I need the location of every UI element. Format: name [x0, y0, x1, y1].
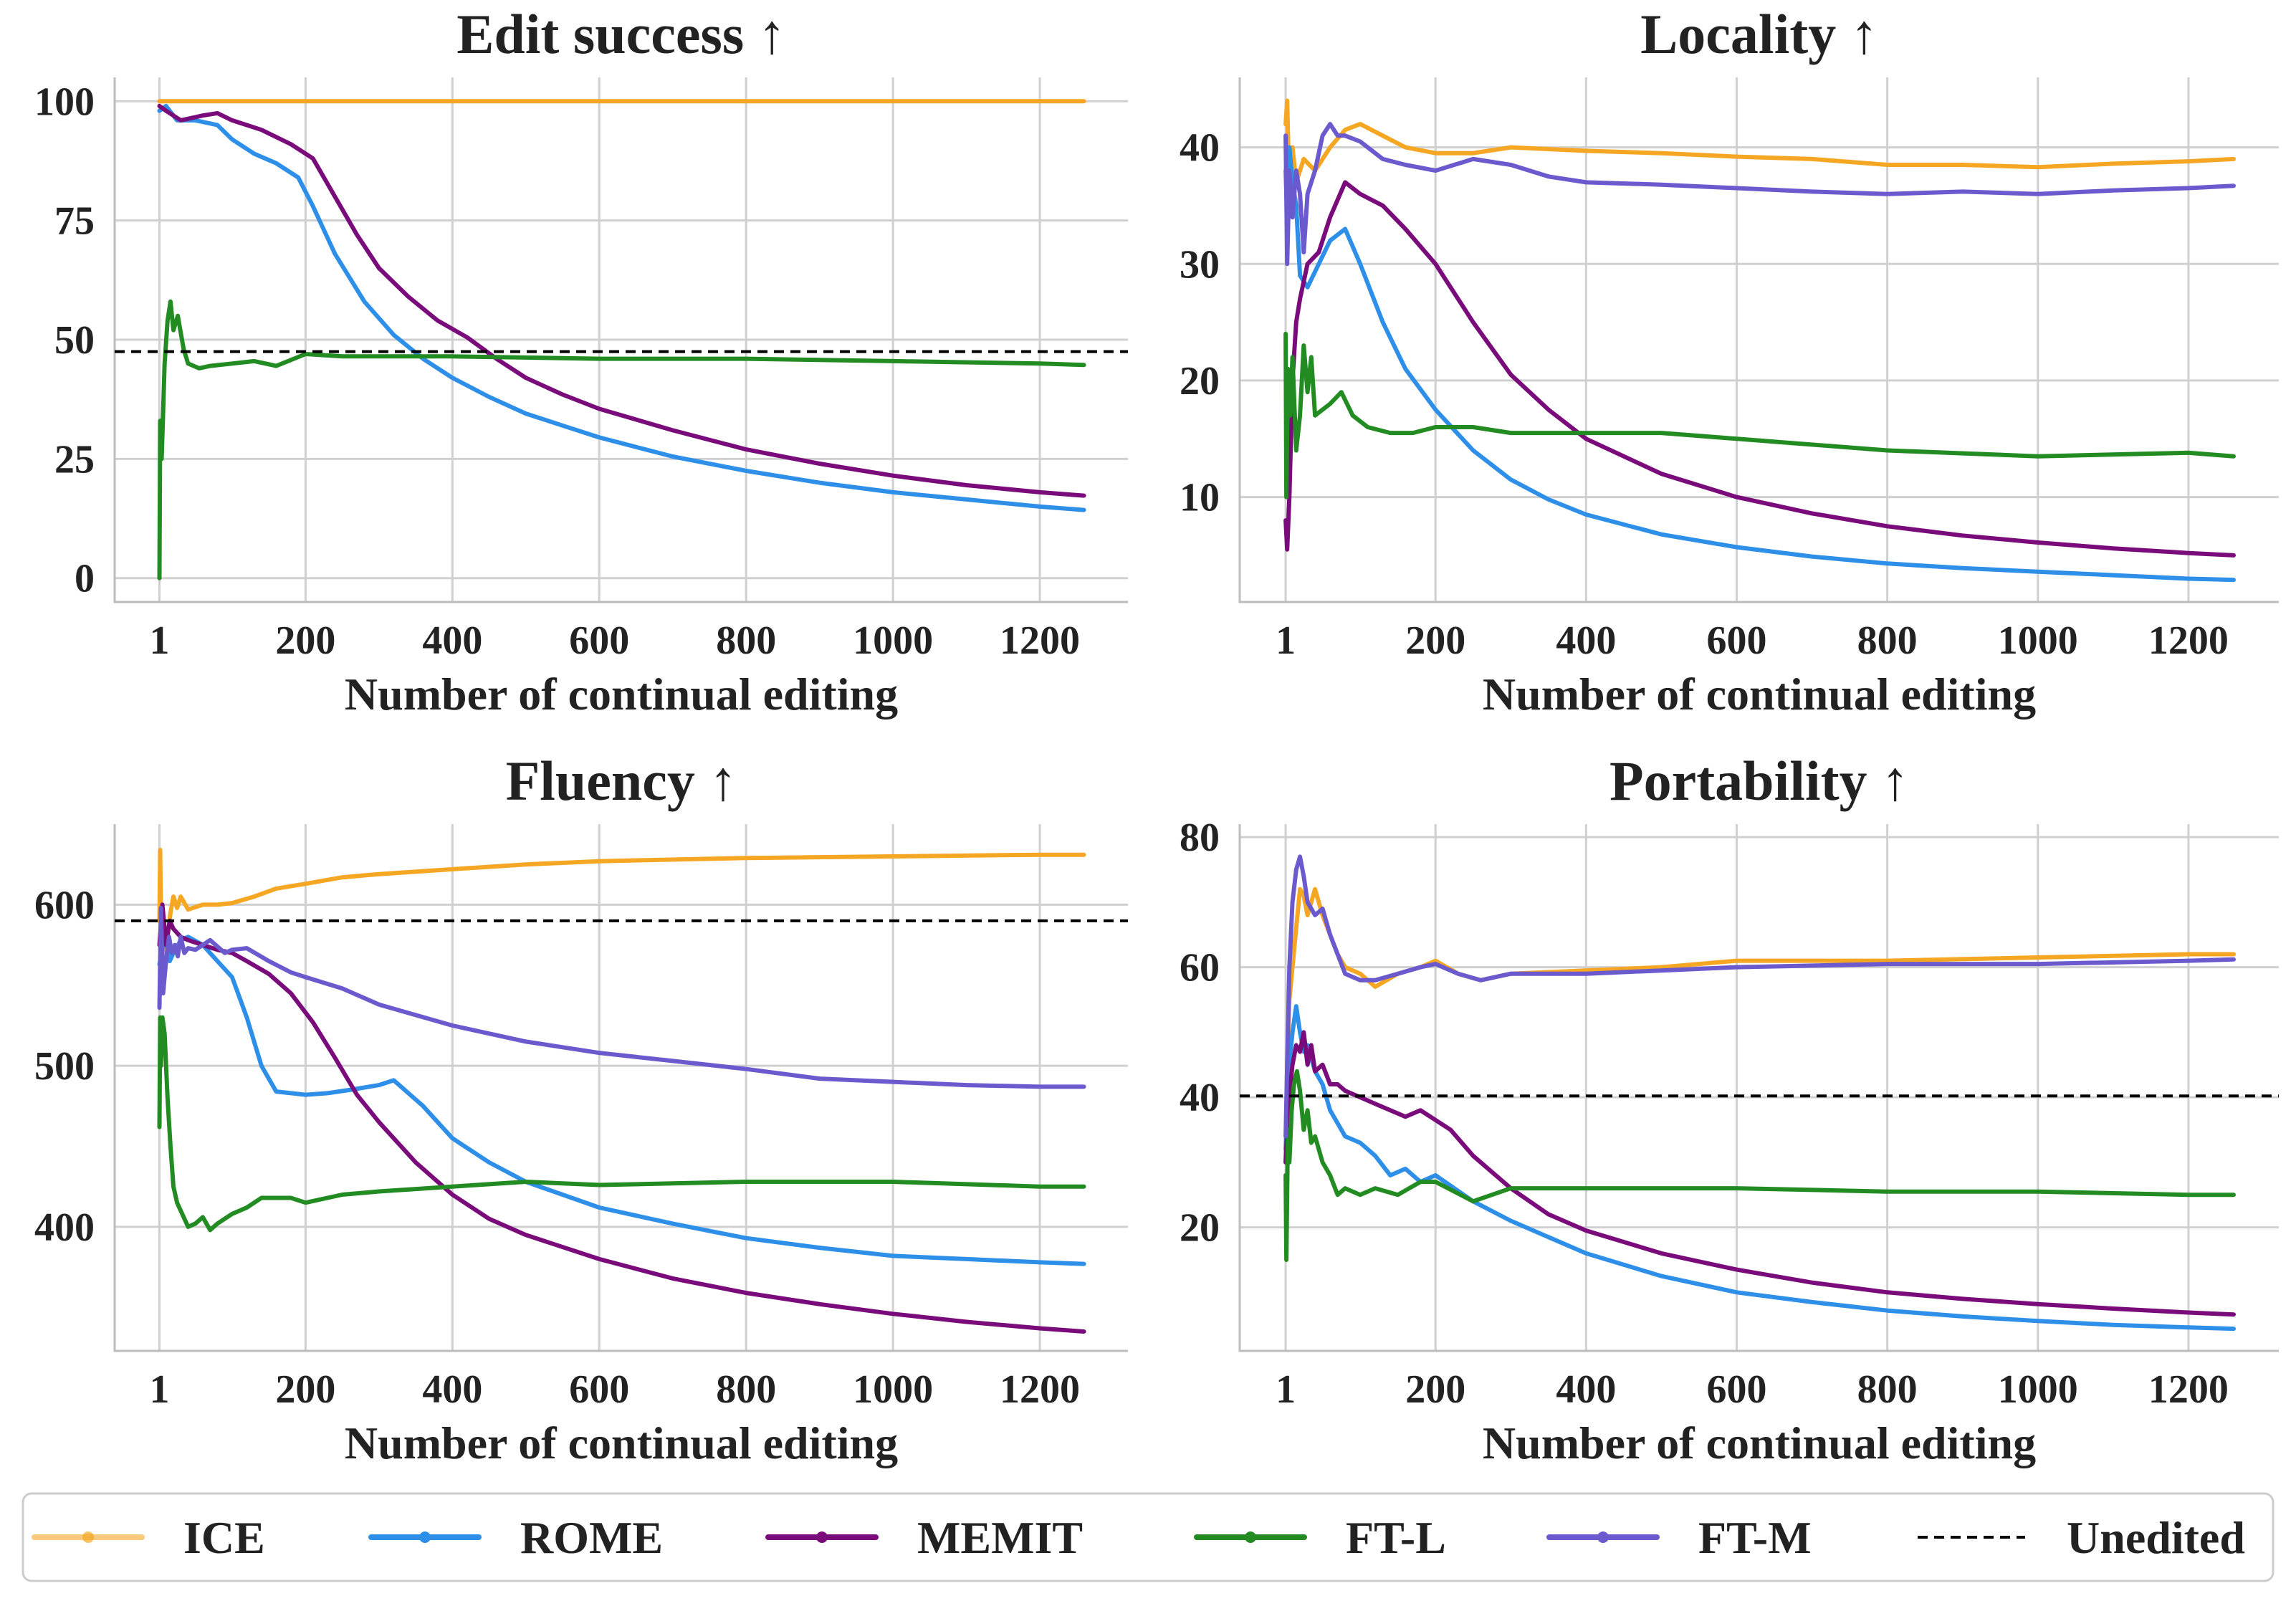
series-line-ft-m	[1283, 854, 2236, 1139]
x-tick-label: 400	[422, 618, 482, 663]
x-tick-label: 1200	[2148, 1367, 2229, 1412]
series-line-rome	[157, 103, 1086, 512]
y-tick-label: 10	[1180, 476, 1220, 520]
legend-label: FT-M	[1698, 1512, 1812, 1563]
x-tick-label: 400	[1556, 618, 1616, 663]
panel-portability: 1 200 400 600 800 1000 120020406080Portability…	[1180, 750, 2279, 1468]
x-tick-label: 600	[1706, 1367, 1766, 1412]
legend-label: ICE	[183, 1512, 265, 1563]
x-tick-label: 1000	[1998, 1367, 2078, 1412]
axis-spine	[1238, 824, 2279, 1352]
series-line-memit	[1283, 1030, 2236, 1317]
x-tick-label: 200	[275, 618, 335, 663]
legend-item-memit: MEMIT	[765, 1512, 1083, 1563]
x-tick-label: 1200	[1000, 1367, 1080, 1412]
y-tick-label: 20	[1180, 1206, 1220, 1251]
series-line-rome	[1283, 1004, 2236, 1332]
legend-marker	[1245, 1531, 1256, 1543]
y-tick-label: 100	[34, 80, 95, 124]
x-tick-label: 800	[1857, 618, 1918, 663]
chart-title: Edit success ↑	[456, 3, 785, 65]
y-tick-label: 500	[34, 1044, 95, 1089]
series-line-memit	[157, 902, 1086, 1334]
legend-marker	[816, 1531, 828, 1543]
x-tick-label: 1	[150, 1367, 170, 1412]
y-tick-label: 25	[54, 437, 95, 482]
axis-spine	[113, 77, 1128, 603]
series-line-ft-l	[1283, 1069, 2236, 1262]
axis-spine	[1238, 77, 2279, 603]
x-tick-label: 600	[569, 618, 629, 663]
legend-label: ROME	[520, 1512, 663, 1563]
legend-item-rome: ROME	[368, 1512, 663, 1563]
x-axis-label: Number of continual editing	[345, 669, 898, 720]
x-tick-label: 1200	[2148, 618, 2229, 663]
legend: ICE ROME MEMIT FT-L FT-M Unedited	[21, 1492, 2275, 1582]
y-tick-label: 60	[1180, 946, 1220, 990]
x-tick-label: 200	[275, 1367, 335, 1412]
x-tick-label: 400	[422, 1367, 482, 1412]
x-tick-label: 800	[1857, 1367, 1918, 1412]
legend-label: FT-L	[1346, 1512, 1446, 1563]
series-line-ft-m	[157, 905, 1086, 1089]
chart-title: Fluency ↑	[506, 750, 737, 812]
y-tick-label: 40	[1180, 1076, 1220, 1120]
x-tick-label: 1200	[1000, 618, 1080, 663]
x-axis-label: Number of continual editing	[1483, 669, 2036, 720]
y-tick-label: 600	[34, 883, 95, 927]
series-line-ft-l	[157, 299, 1086, 580]
legend-label: MEMIT	[917, 1512, 1083, 1563]
x-axis-label: Number of continual editing	[345, 1418, 898, 1468]
legend-item-ice: ICE	[32, 1512, 265, 1563]
y-tick-label: 0	[75, 557, 95, 601]
chart-title: Locality ↑	[1640, 3, 1878, 65]
x-tick-label: 600	[1706, 618, 1766, 663]
y-tick-label: 20	[1180, 359, 1220, 403]
legend-marker	[82, 1531, 94, 1543]
legend-item-unedited: Unedited	[1918, 1512, 2245, 1563]
series-line-ice	[1283, 886, 2236, 1165]
legend-marker	[1597, 1531, 1609, 1543]
y-tick-label: 50	[54, 318, 95, 363]
chart-title: Portability ↑	[1609, 750, 1909, 812]
y-tick-label: 80	[1180, 816, 1220, 860]
x-tick-label: 600	[569, 1367, 629, 1412]
x-tick-label: 800	[716, 1367, 776, 1412]
x-axis-label: Number of continual editing	[1483, 1418, 2036, 1468]
series-line-rome	[157, 935, 1086, 1266]
legend-frame	[21, 1492, 2275, 1582]
x-tick-label: 1000	[1998, 618, 2078, 663]
y-tick-label: 40	[1180, 126, 1220, 171]
x-tick-label: 200	[1405, 618, 1465, 663]
x-tick-label: 1000	[853, 1367, 933, 1412]
series-line-memit	[157, 103, 1086, 498]
x-tick-label: 1	[1276, 1367, 1296, 1412]
series-line-memit	[1283, 180, 2236, 558]
series-line-ft-l	[157, 1015, 1086, 1233]
x-tick-label: 400	[1556, 1367, 1616, 1412]
legend-item-ft-m: FT-M	[1546, 1512, 1812, 1563]
legend-label: Unedited	[2067, 1512, 2245, 1563]
x-tick-label: 1	[1276, 618, 1296, 663]
series-line-ice	[157, 848, 1086, 991]
axis-spine	[113, 824, 1128, 1352]
x-tick-label: 1	[150, 618, 170, 663]
y-tick-label: 30	[1180, 242, 1220, 287]
x-tick-label: 800	[716, 618, 776, 663]
y-tick-label: 75	[54, 199, 95, 244]
x-tick-label: 1000	[853, 618, 933, 663]
x-tick-label: 200	[1405, 1367, 1465, 1412]
series-line-ft-m	[1283, 122, 2236, 267]
legend-item-ft-l: FT-L	[1194, 1512, 1446, 1563]
series-line-ft-l	[1283, 331, 2236, 500]
series-line-rome	[1283, 145, 2236, 583]
y-tick-label: 400	[34, 1205, 95, 1250]
legend-marker	[419, 1531, 431, 1543]
